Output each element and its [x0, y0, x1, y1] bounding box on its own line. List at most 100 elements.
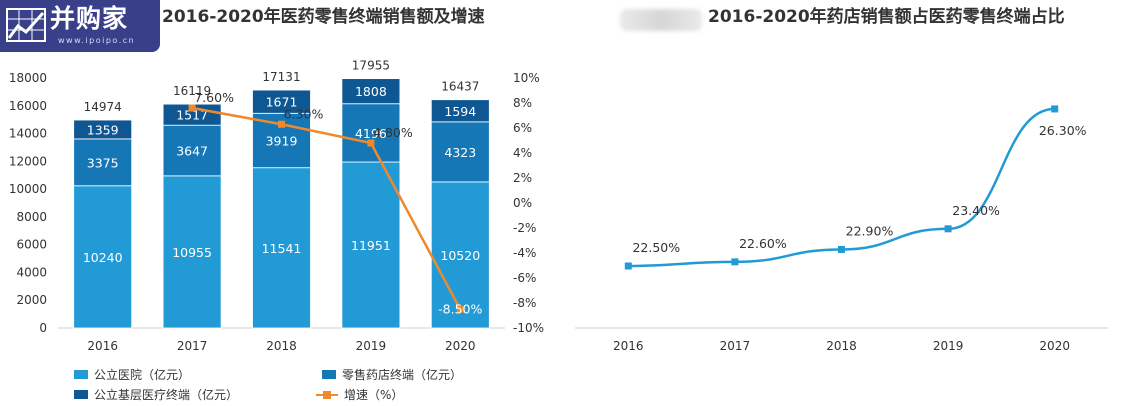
bar-segment [252, 167, 311, 329]
growth-marker [456, 305, 464, 313]
growth-marker [367, 139, 375, 147]
y-right-tick-label: -2% [513, 221, 536, 235]
bar-segment [430, 121, 490, 183]
bar-value-label: 4196 [355, 126, 387, 141]
share-marker [624, 262, 632, 270]
bar-value-label: 3375 [87, 155, 119, 170]
y-left-tick-label: 16000 [9, 99, 47, 113]
x-tick-label: 2016 [87, 339, 118, 353]
growth-label: 6.30% [284, 106, 324, 121]
bar-value-label: 11951 [351, 238, 391, 253]
growth-line [191, 106, 462, 310]
growth-marker [278, 120, 285, 128]
legend-item-public-hospital: 公立医院（亿元） [74, 366, 190, 383]
bar-total-label: 17955 [352, 59, 390, 73]
logo-text: 并购家 [50, 4, 129, 33]
share-marker [1051, 105, 1059, 113]
bar-value-label: 1517 [176, 108, 208, 123]
bar-value-label: 11541 [262, 241, 302, 256]
x-tick-label: 2020 [1039, 339, 1070, 353]
bar-total-label: 16437 [441, 80, 479, 94]
bar-total-label: 14974 [84, 100, 122, 114]
legend-swatch-public-hospital [74, 370, 88, 379]
stacked-bar-chart: 0 2000 4000 6000 8000 10000 12000 14000 16000 180… [9, 59, 544, 353]
y-right-tick-label: -10% [513, 321, 544, 335]
legend-label-retail-pharmacy: 零售药店终端（亿元） [342, 368, 463, 382]
bar-value-label: 3647 [176, 144, 208, 159]
bar-segment [73, 138, 133, 187]
logo-url: www.ipoipo.cn [58, 36, 136, 45]
share-marker [838, 245, 845, 253]
y-right-tick-label: -4% [513, 246, 536, 260]
share-label: 22.90% [846, 223, 894, 238]
y-left-tick-label: 0 [39, 321, 47, 335]
y-right-tick-label: 6% [513, 121, 532, 135]
bar-value-label: 10240 [83, 250, 123, 265]
legend-swatch-retail-pharmacy [322, 370, 336, 379]
bar-segment [341, 78, 401, 105]
share-line [628, 107, 1055, 268]
bar-value-label: 10520 [440, 248, 480, 263]
y-left-tick-label: 4000 [16, 265, 47, 279]
x-tick-label: 2016 [613, 339, 644, 353]
legend-item-primary-care: 公立基层医疗终端（亿元） [74, 386, 238, 403]
share-marker [731, 258, 739, 266]
x-tick-label: 2018 [826, 339, 857, 353]
x-tick-label: 2019 [356, 339, 387, 353]
legend-label-primary-care: 公立基层医疗终端（亿元） [94, 388, 239, 402]
legend-item-retail-pharmacy: 零售药店终端（亿元） [322, 366, 462, 383]
y-right-tick-label: 10% [513, 71, 540, 85]
bar-value-label: 1359 [87, 122, 119, 137]
chart-logo-icon [6, 8, 46, 42]
y-left-tick-label: 2000 [16, 293, 47, 307]
bar-value-label: 1808 [355, 84, 387, 99]
y-left-tick-label: 12000 [9, 154, 47, 168]
bar-value-label: 1594 [444, 104, 476, 119]
y-right-tick-label: 2% [513, 171, 532, 185]
bar-segment [341, 161, 401, 329]
share-label: 22.60% [739, 236, 787, 251]
logo: 并购家 www.ipoipo.cn [0, 0, 160, 52]
y-right-tick-label: 8% [513, 96, 532, 110]
bar-segment [73, 119, 133, 140]
legend-line-growth-rate [316, 390, 338, 399]
legend-item-growth-rate: 增速（%） [316, 386, 403, 403]
share-label: 22.50% [632, 240, 680, 255]
bar-value-label: 3919 [266, 133, 298, 148]
bar-segment [162, 124, 222, 177]
y-right-tick-label: 4% [513, 146, 532, 160]
growth-label: 7.60% [194, 90, 234, 105]
bar-total-label: 17131 [262, 70, 300, 84]
bar-segment [430, 99, 490, 123]
blurred-watermark [620, 9, 702, 31]
y-left-tick-label: 6000 [16, 238, 47, 252]
growth-label: 4.80% [373, 125, 413, 140]
y-left-tick-label: 14000 [9, 127, 47, 141]
chart-title-left: 2016-2020年医药零售终端销售额及增速 [162, 7, 485, 27]
y-left-tick-label: 18000 [9, 71, 47, 85]
growth-label: -8.50% [438, 301, 482, 316]
bar-total-label: 16119 [173, 84, 211, 98]
bar-segment [162, 175, 222, 329]
x-tick-label: 2018 [266, 339, 297, 353]
y-right-tick-label: -8% [513, 296, 536, 310]
y-right-tick-label: 0% [513, 196, 532, 210]
bar-value-label: 1671 [266, 95, 298, 110]
bar-segment [430, 181, 490, 329]
share-label: 23.40% [952, 203, 1000, 218]
x-tick-label: 2020 [445, 339, 476, 353]
growth-marker [188, 104, 196, 112]
legend-label-public-hospital: 公立医院（亿元） [94, 368, 191, 382]
y-right-tick-label: -6% [513, 271, 536, 285]
share-label: 26.30% [1039, 123, 1087, 138]
legend-swatch-primary-care [74, 390, 88, 399]
legend-label-growth-rate: 增速（%） [344, 388, 404, 402]
bar-value-label: 4323 [444, 145, 476, 160]
bar-segment [341, 103, 401, 163]
y-left-tick-label: 8000 [16, 210, 47, 224]
bar-value-label: 10955 [172, 245, 212, 260]
line-chart: 2016 2017 2018 2019 2020 22.50% 22.60% 22.90% 23… [575, 105, 1108, 353]
y-left-tick-label: 10000 [9, 182, 47, 196]
share-marker [944, 225, 952, 233]
